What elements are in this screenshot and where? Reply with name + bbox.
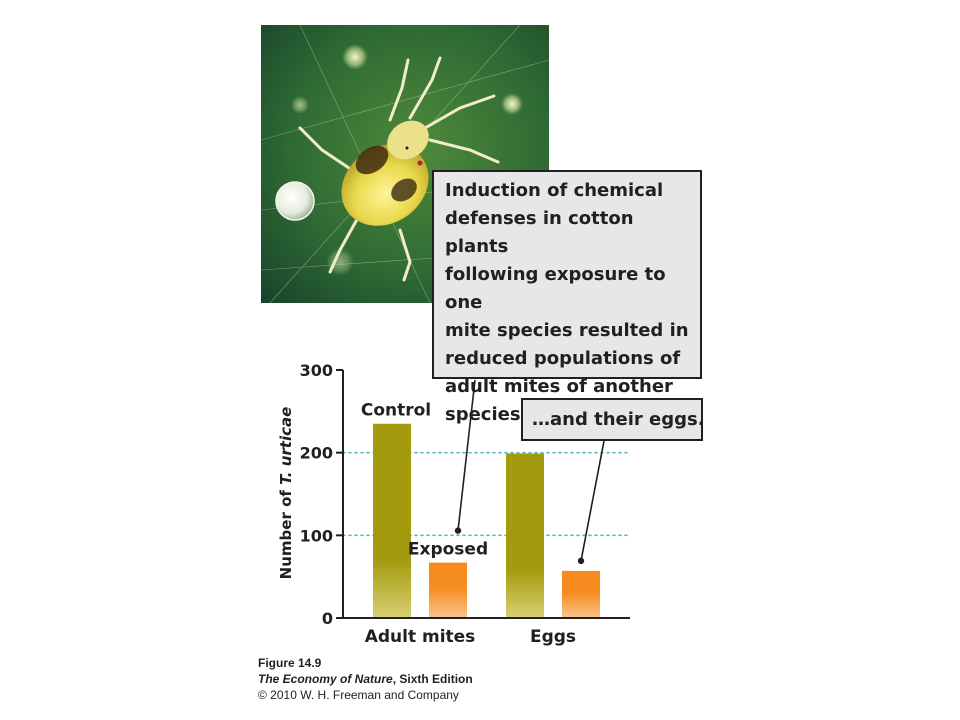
series-label-exposed: Exposed [408,540,488,560]
copyright-line: © 2010 W. H. Freeman and Company [258,688,459,702]
leader-eggs [580,440,605,562]
callout-eggs: …and their eggs. [521,398,705,441]
bar-control-eggs [506,453,544,618]
bar-exposed-adult-mites [429,562,467,618]
book-citation: The Economy of Nature, Sixth Edition [258,672,473,686]
y-ticks: 0 100 200 300 [300,361,343,628]
leader-adult-mites-dot [454,527,462,534]
book-edition: , Sixth Edition [392,672,473,686]
bar-chart: 0 100 200 300 Adult mites Eggs Control Expose… [277,361,631,647]
axes [342,370,630,619]
bar-exposed-eggs [562,570,600,618]
callout-leaders [454,379,605,565]
category-label-eggs: Eggs [530,627,576,647]
series-labels: Control Exposed [361,401,488,560]
bars [373,423,600,618]
y-tick-label-300: 300 [300,361,333,380]
callout-adult-mites: Induction of chemical defenses in cotton… [432,170,702,425]
y-tick-label-200: 200 [300,444,333,463]
leader-adult-mites [457,379,476,531]
series-label-control: Control [361,401,431,421]
book-title: The Economy of Nature [258,672,393,686]
y-axis-label: Number of T. urticae [277,407,295,580]
bar-control-adult-mites [373,423,411,618]
category-label-adult-mites: Adult mites [365,627,476,647]
figure-number: Figure 14.9 [258,656,322,670]
category-labels: Adult mites Eggs [365,627,576,647]
y-tick-label-0: 0 [322,609,333,628]
y-tick-label-100: 100 [300,526,333,545]
leader-eggs-dot [577,557,585,565]
